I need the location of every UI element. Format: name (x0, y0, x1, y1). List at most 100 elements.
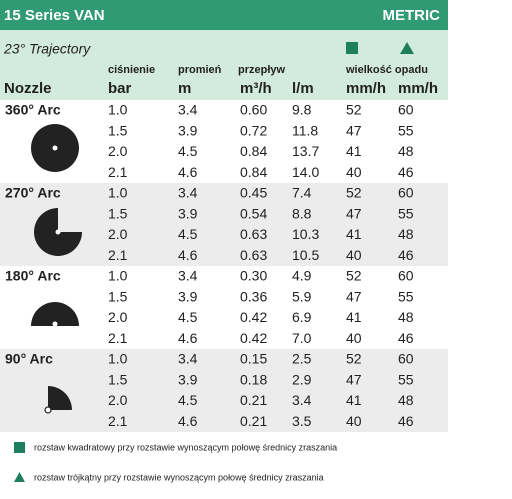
cell: 3.4 (178, 185, 198, 201)
cell: 47 (346, 205, 362, 221)
cell: 55 (398, 122, 414, 138)
cell: 1.5 (108, 122, 128, 138)
cell: 2.1 (108, 413, 128, 429)
legend-text: rozstaw kwadratowy przy rozstawie wynosz… (34, 442, 337, 452)
cell: 3.9 (178, 205, 198, 221)
unit-system: METRIC (383, 7, 441, 24)
cell: 41 (346, 226, 362, 242)
cell: 4.5 (178, 226, 198, 242)
column-group: wielkość opadu (345, 64, 428, 76)
cell: 60 (398, 351, 414, 367)
cell: 3.4 (178, 268, 198, 284)
cell: 7.4 (292, 185, 312, 201)
icon-dot (44, 406, 52, 414)
cell: 4.6 (178, 330, 198, 346)
icon-dot (52, 145, 58, 151)
subheader-bar (0, 30, 448, 100)
icon-180 (31, 302, 79, 326)
cell: 0.18 (240, 371, 267, 387)
cell: 60 (398, 185, 414, 201)
cell: 1.0 (108, 351, 128, 367)
cell: 52 (346, 268, 362, 284)
cell: 40 (346, 330, 362, 346)
cell: 6.9 (292, 309, 312, 325)
cell: 1.0 (108, 268, 128, 284)
icon-dot (55, 229, 61, 235)
cell: 47 (346, 122, 362, 138)
cell: 10.5 (292, 247, 319, 263)
group-label: 270° Arc (5, 185, 61, 201)
cell: 4.6 (178, 247, 198, 263)
cell: 2.0 (108, 309, 128, 325)
cell: 0.36 (240, 288, 267, 304)
cell: 2.9 (292, 371, 312, 387)
cell: 52 (346, 351, 362, 367)
cell: 14.0 (292, 164, 319, 180)
column-group: ciśnienie (108, 64, 155, 76)
cell: 3.9 (178, 288, 198, 304)
cell: 48 (398, 309, 414, 325)
unit: l/m (292, 80, 314, 97)
cell: 0.84 (240, 164, 267, 180)
cell: 3.9 (178, 371, 198, 387)
cell: 40 (346, 247, 362, 263)
trajectory: 23° Trajectory (3, 41, 91, 57)
cell: 2.1 (108, 247, 128, 263)
cell: 3.5 (292, 413, 312, 429)
cell: 4.5 (178, 392, 198, 408)
cell: 0.63 (240, 247, 267, 263)
cell: 0.42 (240, 330, 267, 346)
cell: 2.5 (292, 351, 312, 367)
cell: 0.21 (240, 413, 267, 429)
icon-90 (48, 386, 72, 410)
icon-dot (52, 321, 58, 327)
cell: 0.42 (240, 309, 267, 325)
cell: 55 (398, 371, 414, 387)
cell: 4.6 (178, 413, 198, 429)
cell: 1.5 (108, 288, 128, 304)
unit: mm/h (346, 80, 386, 97)
cell: 48 (398, 226, 414, 242)
cell: 41 (346, 392, 362, 408)
cell: 48 (398, 392, 414, 408)
unit: m (178, 80, 191, 97)
cell: 13.7 (292, 143, 319, 159)
cell: 47 (346, 371, 362, 387)
cell: 41 (346, 143, 362, 159)
legend-square (14, 442, 25, 453)
cell: 1.5 (108, 371, 128, 387)
legend-triangle (14, 472, 25, 482)
legend-text: rozstaw trójkątny przy rozstawie wynoszą… (34, 472, 324, 482)
title: 15 Series VAN (4, 7, 105, 24)
cell: 0.30 (240, 268, 267, 284)
group-label: 180° Arc (5, 268, 61, 284)
cell: 46 (398, 330, 414, 346)
cell: 47 (346, 288, 362, 304)
cell: 4.5 (178, 309, 198, 325)
band (0, 349, 448, 432)
cell: 4.5 (178, 143, 198, 159)
column-group: przepływ (238, 64, 286, 76)
cell: 55 (398, 205, 414, 221)
triangle-icon (400, 42, 414, 54)
unit: mm/h (398, 80, 438, 97)
cell: 7.0 (292, 330, 312, 346)
cell: 9.8 (292, 102, 312, 118)
cell: 0.63 (240, 226, 267, 242)
cell: 46 (398, 164, 414, 180)
cell: 46 (398, 247, 414, 263)
cell: 11.8 (292, 122, 318, 138)
cell: 0.60 (240, 102, 267, 118)
cell: 52 (346, 185, 362, 201)
cell: 0.84 (240, 143, 267, 159)
cell: 2.0 (108, 226, 128, 242)
unit: bar (108, 80, 132, 97)
cell: 4.9 (292, 268, 312, 284)
cell: 2.0 (108, 392, 128, 408)
cell: 40 (346, 164, 362, 180)
cell: 8.8 (292, 205, 312, 221)
column-group: promień (178, 64, 222, 76)
nozzle-label: Nozzle (4, 80, 52, 97)
cell: 1.0 (108, 102, 128, 118)
cell: 2.1 (108, 330, 128, 346)
